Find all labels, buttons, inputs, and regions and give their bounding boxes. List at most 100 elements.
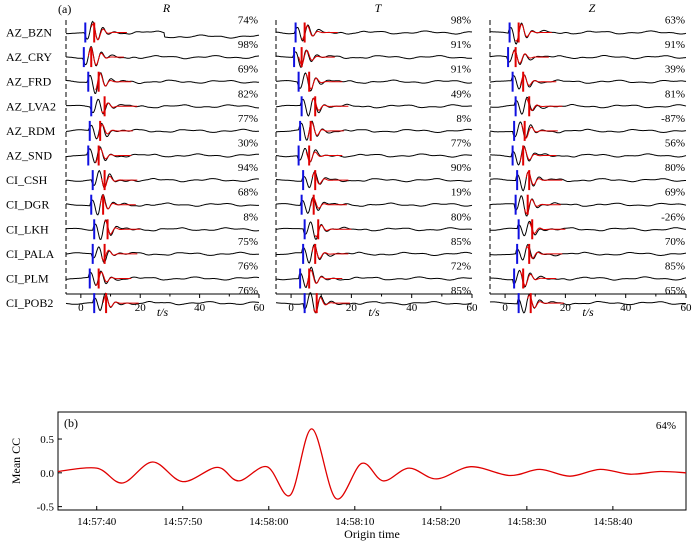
observed-trace: [490, 145, 687, 166]
observed-trace: [275, 292, 473, 314]
synthetic-trace: [526, 98, 563, 111]
cc-value: 75%: [238, 236, 258, 248]
observed-trace: [489, 74, 687, 90]
component-panel: R 0 20 40 60 t/s 74% 98% 69% 82% 77% 30% 94% 68% 8% 75%…: [65, 1, 265, 319]
synthetic-trace: [101, 175, 138, 189]
synthetic-trace: [305, 73, 343, 90]
synthetic-trace: [311, 172, 349, 185]
observed-trace: [66, 146, 259, 164]
component-panel: Z 0 20 40 60 t/s 63% 91% 39% 81% -87% 56% 80% 69% -26%…: [489, 1, 693, 319]
x-axis-label: t/s: [368, 305, 380, 319]
observed-trace: [275, 49, 473, 69]
x-tick-label: 40: [406, 302, 418, 314]
cc-value: 69%: [238, 64, 258, 76]
plot-frame: [57, 411, 687, 511]
station-label: AZ_SND: [6, 149, 52, 163]
synthetic-trace: [519, 74, 557, 86]
synthetic-trace: [310, 197, 347, 209]
observed-trace: [275, 97, 472, 117]
cc-value: 80%: [665, 162, 685, 174]
component-title: Z: [589, 1, 596, 15]
x-tick-label: 14:57:40: [77, 516, 117, 528]
station-label: CI_POB2: [6, 296, 53, 310]
cc-value: 74%: [238, 15, 258, 27]
station-label: AZ_CRY: [6, 50, 52, 64]
synthetic-trace: [87, 47, 124, 66]
x-tick-label: 60: [681, 302, 693, 314]
cc-value: 81%: [665, 88, 685, 100]
cc-value: 30%: [238, 138, 258, 150]
component-title: R: [162, 1, 171, 15]
observed-trace: [65, 292, 260, 312]
synthetic-trace: [313, 297, 350, 313]
observed-trace: [489, 243, 687, 261]
station-label: AZ_RDM: [6, 124, 56, 138]
observed-trace: [489, 170, 686, 192]
x-tick-label: 0: [78, 302, 84, 314]
station-label: AZ_BZN: [6, 26, 52, 40]
x-tick-label: 14:58:40: [593, 516, 633, 528]
synthetic-trace: [90, 23, 127, 41]
cc-value: 90%: [451, 162, 471, 174]
observed-trace: [276, 24, 473, 42]
y-axis-label: Mean CC: [9, 438, 23, 484]
synthetic-trace: [311, 245, 349, 259]
synthetic-trace: [519, 147, 557, 162]
cc-value: 69%: [665, 187, 685, 199]
x-tick-label: 0: [502, 302, 508, 314]
x-tick-label: 20: [135, 302, 147, 314]
cc-value: 8%: [243, 211, 258, 223]
x-tick-label: 0: [288, 302, 294, 314]
synthetic-trace: [104, 219, 141, 235]
x-tick-label: 14:58:00: [249, 516, 289, 528]
x-tick-label: 14:58:10: [335, 516, 375, 528]
cc-value: 91%: [665, 39, 685, 51]
cc-value: -26%: [661, 211, 685, 223]
cc-value: 85%: [665, 261, 685, 273]
mean-cc-annotation: 64%: [656, 420, 676, 432]
x-tick-label: 14:58:20: [421, 516, 461, 528]
panel-b-label: (b): [64, 416, 78, 430]
panel-a: (a) AZ_BZN AZ_CRY AZ_FRD AZ_LVA2 AZ_RDM AZ_SND…: [6, 1, 692, 319]
cc-value: 56%: [665, 138, 685, 150]
synthetic-trace: [519, 271, 557, 287]
synthetic-trace: [305, 151, 343, 163]
cc-value: 8%: [456, 113, 471, 125]
cc-value: 63%: [665, 15, 685, 27]
observed-trace: [65, 246, 260, 264]
observed-trace: [490, 269, 687, 288]
synthetic-trace: [524, 198, 561, 214]
panel-b: (b) 64% -0.5 0.0 0.5 Mean CC 14:57:40 14:57:50 1…: [9, 411, 687, 541]
synthetic-trace: [521, 124, 558, 139]
cc-value: 91%: [451, 64, 471, 76]
cc-value: -87%: [661, 113, 685, 125]
cc-value: 76%: [238, 285, 258, 297]
observed-trace: [65, 122, 259, 140]
x-axis-label: t/s: [582, 305, 594, 319]
cc-value: 91%: [451, 39, 471, 51]
x-tick-label: 40: [620, 302, 632, 314]
x-tick-label: 20: [560, 302, 572, 314]
observed-trace: [275, 221, 473, 241]
synthetic-trace: [307, 122, 344, 138]
cc-value: 98%: [238, 39, 258, 51]
cc-value: 65%: [665, 285, 685, 297]
cc-value: 77%: [451, 138, 471, 150]
observed-trace: [65, 219, 260, 240]
synthetic-trace: [95, 271, 132, 286]
synthetic-trace: [96, 123, 133, 139]
synthetic-trace: [311, 97, 349, 111]
cc-value: 39%: [665, 64, 685, 76]
synthetic-trace: [525, 246, 563, 259]
x-axis-label: Origin time: [344, 527, 400, 541]
cc-value: 70%: [665, 236, 685, 248]
cc-value: 68%: [238, 187, 258, 199]
y-tick-label: 0.5: [40, 434, 54, 446]
synthetic-trace: [101, 102, 138, 114]
cc-value: 98%: [451, 15, 471, 27]
cc-value: 72%: [451, 261, 471, 273]
cc-value: 19%: [451, 187, 471, 199]
synthetic-trace: [525, 171, 563, 186]
station-label: CI_PLM: [6, 272, 49, 286]
observed-trace: [66, 98, 259, 115]
